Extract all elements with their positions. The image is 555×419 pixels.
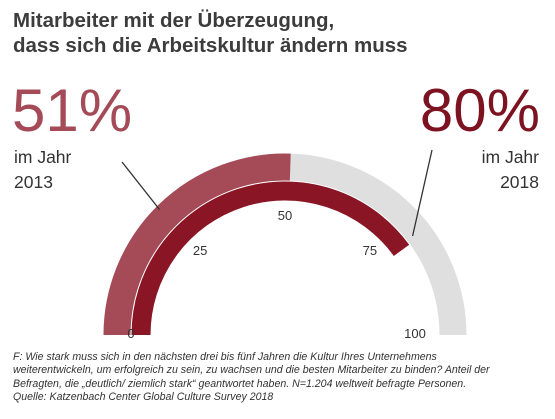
pointer-2013: [121, 161, 161, 210]
footnote-line-3: Befragten, die „deutlich/ ziemlich stark…: [13, 377, 467, 390]
gauge-tick-label-100: 100: [404, 326, 426, 341]
year-prefix-2018: im Jahr: [481, 147, 539, 167]
footnote: F: Wie stark muss sich in den nächsten d…: [13, 351, 543, 405]
gauge-tick-label-50: 50: [278, 208, 292, 223]
footnote-line-2: weiterentwickeln, um erfolgreich zu sein…: [13, 364, 490, 377]
gauge-arc-2013: [103, 153, 291, 336]
chart-title: Mitarbeiter mit der Überzeugung, dass si…: [13, 8, 533, 58]
year-2013: 2013: [14, 172, 53, 192]
gauge-tick-label-0: 0: [127, 326, 134, 341]
footnote-line-4: Quelle: Katzenbach Center Global Culture…: [13, 391, 274, 404]
pointer-2018: [411, 149, 433, 237]
gauge-arc-2018: [131, 181, 410, 336]
year-label-2013: im Jahr 2013: [14, 145, 71, 195]
year-2018: 2018: [500, 172, 539, 192]
value-2018: 80%: [419, 77, 540, 144]
chart-title-line-1: Mitarbeiter mit der Überzeugung,: [13, 9, 335, 32]
chart-title-line-2: dass sich die Arbeitskultur ändern muss: [13, 34, 408, 57]
footnote-line-1: F: Wie stark muss sich in den nächsten d…: [13, 351, 437, 363]
gauge-tick-label-25: 25: [193, 243, 207, 258]
gauge-tick-label-75: 75: [363, 243, 377, 258]
year-label-2018: im Jahr 2018: [482, 145, 539, 195]
year-prefix-2013: im Jahr: [14, 147, 72, 167]
value-2013: 51%: [12, 77, 133, 144]
